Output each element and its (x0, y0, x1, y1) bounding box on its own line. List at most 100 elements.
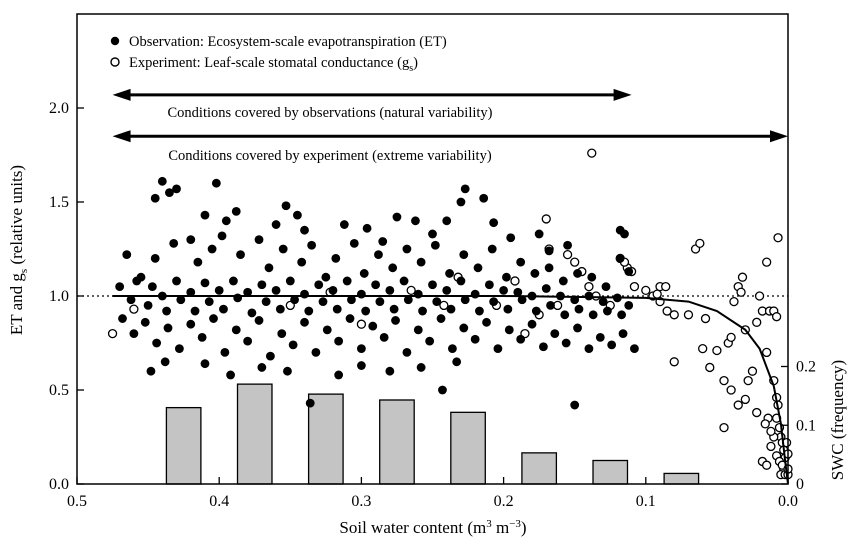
observation-point (321, 272, 331, 282)
observation-point (506, 233, 516, 243)
observation-point (322, 325, 332, 335)
annotation-experiment: Conditions covered by experiment (extrem… (112, 130, 788, 164)
observation-point (573, 269, 582, 278)
observation-point (207, 244, 217, 254)
observation-point (140, 317, 150, 327)
observation-point (573, 323, 582, 333)
experiment-point (762, 257, 772, 267)
observation-point (277, 329, 287, 338)
annotation-arrowhead-experiment-right (770, 130, 788, 143)
observation-point (297, 257, 307, 267)
observation-point (307, 240, 317, 250)
histogram-bar-6 (521, 452, 558, 485)
annotation-arrowhead-observations-right (613, 88, 632, 101)
experiment-point (356, 319, 367, 329)
observation-point (285, 276, 295, 286)
observation-point (357, 344, 366, 354)
observation-point (331, 254, 341, 263)
observation-point (389, 304, 399, 314)
observation-point (482, 317, 491, 327)
observation-point (126, 295, 136, 305)
observation-point (624, 267, 634, 276)
observation-point (229, 276, 238, 286)
observation-point (143, 301, 153, 310)
experiment-point (669, 310, 679, 320)
observation-point (499, 285, 508, 295)
observation-point (530, 269, 540, 278)
observation-point (448, 344, 457, 354)
observation-point (493, 344, 503, 354)
observation-point (304, 306, 314, 316)
y-tick-label: 0.5 (49, 382, 69, 399)
histogram-bar-4 (379, 399, 415, 485)
x-tick-label: 0.5 (67, 493, 87, 510)
observation-point (601, 282, 611, 291)
observation-point (334, 336, 344, 346)
observation-point (539, 342, 548, 352)
observation-point (288, 340, 298, 350)
observation-point (233, 293, 243, 303)
legend: Observation: Ecosystem-scale evapotransp… (110, 34, 447, 74)
y2-ticks: 0 0.1 0.2 (781, 359, 816, 493)
observation-point (357, 289, 366, 299)
experiment-point (766, 441, 776, 452)
observation-point (283, 366, 292, 376)
observation-point (200, 210, 210, 220)
observation-point (513, 287, 523, 297)
observation-point (332, 304, 342, 314)
observation-point (418, 306, 427, 316)
observation-point (118, 314, 127, 323)
histogram-bar-5 (450, 411, 486, 485)
observation-point (460, 295, 470, 305)
observation-point (281, 201, 291, 211)
observation-point (265, 351, 275, 361)
observation-point (442, 285, 452, 295)
observation-point (361, 306, 371, 316)
experiment-point (705, 362, 715, 373)
observation-point (560, 310, 570, 320)
observation-point (122, 250, 132, 260)
observation-point (392, 212, 402, 222)
experiment-point (700, 313, 711, 324)
observation-point (357, 361, 366, 370)
observation-point (446, 304, 456, 314)
experiment-point (562, 249, 573, 260)
observation-point (305, 398, 315, 408)
histogram-bar-8 (663, 472, 700, 485)
observation-point (243, 287, 253, 297)
observation-point (402, 348, 412, 357)
observation-point (169, 238, 179, 248)
experiment-point (766, 426, 776, 437)
observation-point (378, 237, 388, 246)
observation-point (152, 338, 162, 348)
fit-curve (112, 295, 789, 485)
experiment-point (641, 285, 651, 296)
observation-point (584, 291, 594, 301)
observation-point (544, 263, 554, 273)
y2-tick-label: 0.2 (796, 359, 816, 376)
observation-point (470, 289, 480, 299)
y-ticks: 0.0 0.5 1.0 1.5 2.0 (49, 100, 84, 493)
observation-point (388, 263, 398, 273)
observation-point (345, 314, 355, 323)
observation-point (603, 306, 612, 316)
observation-point (186, 319, 196, 329)
observation-point (311, 348, 321, 357)
observation-point (190, 306, 200, 316)
experiment-point (719, 422, 729, 433)
experiment-point (652, 289, 662, 299)
histogram-bar-2 (236, 383, 273, 485)
observation-point (570, 400, 580, 410)
plot-frame (76, 13, 789, 485)
y2-tick-label: 0 (796, 476, 804, 493)
experiment-point (541, 214, 551, 224)
observation-point (432, 297, 442, 307)
observation-point (561, 338, 571, 348)
observation-point (475, 306, 484, 316)
experiment-point (773, 233, 783, 243)
observation-point (456, 276, 466, 286)
observation-point (502, 272, 511, 282)
observation-point (452, 357, 462, 367)
observation-point (290, 295, 299, 305)
